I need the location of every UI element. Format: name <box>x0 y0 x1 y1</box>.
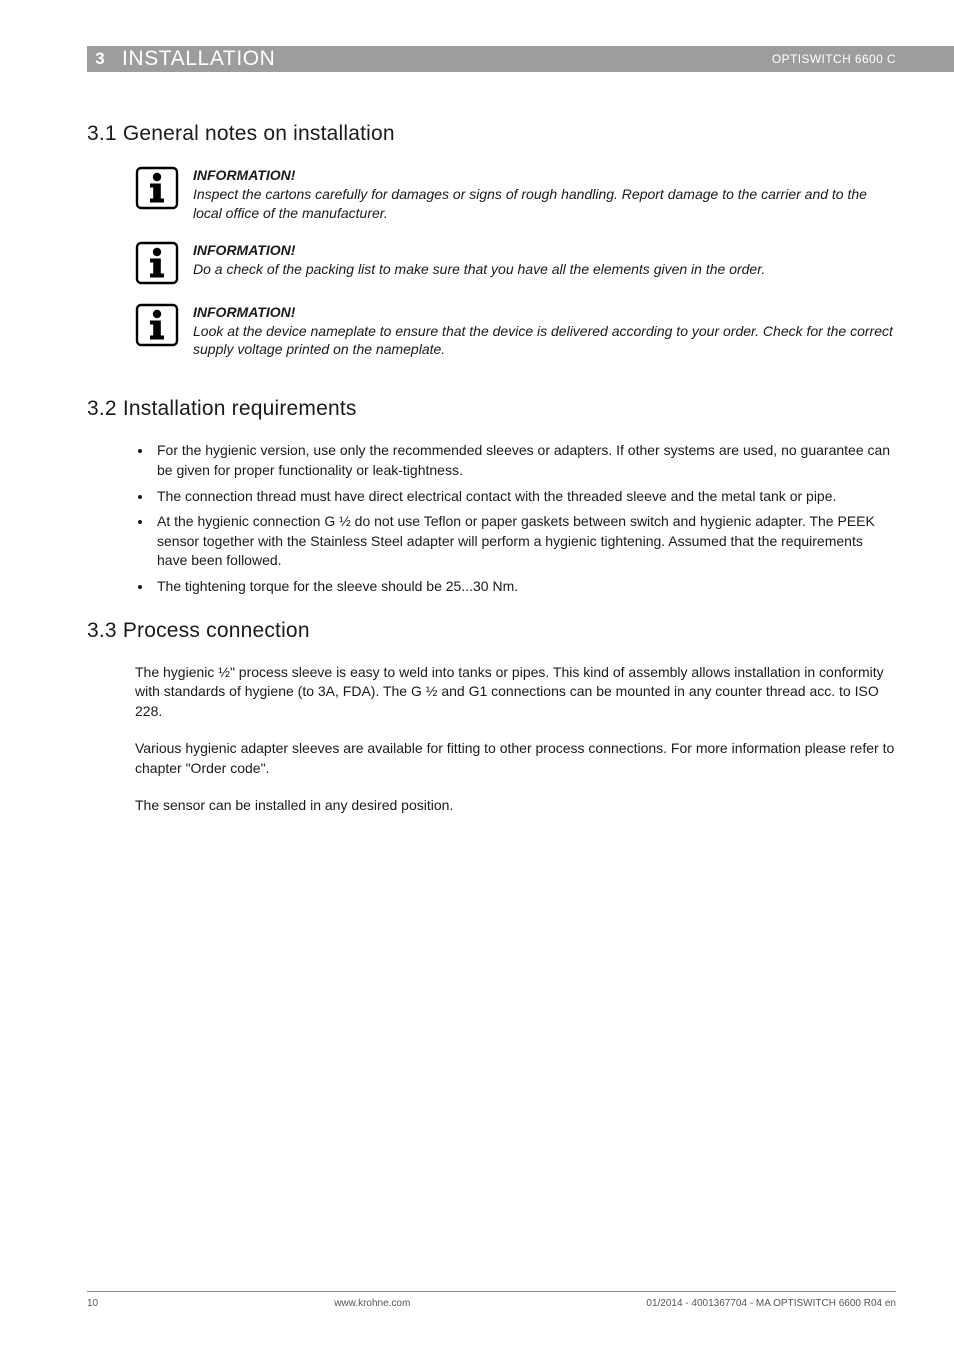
section-3-1-title: 3.1 General notes on installation <box>87 122 896 146</box>
info-block: INFORMATION! Look at the device nameplat… <box>87 303 896 360</box>
information-icon <box>135 303 179 347</box>
info-text: INFORMATION! Do a check of the packing l… <box>193 241 765 279</box>
footer-docref: 01/2014 - 4001367704 - MA OPTISWITCH 660… <box>646 1298 896 1309</box>
info-heading: INFORMATION! <box>193 166 896 185</box>
content-area: 3.1 General notes on installation INFORM… <box>0 122 954 816</box>
section-3-3-title: 3.3 Process connection <box>87 619 896 643</box>
info-heading: INFORMATION! <box>193 303 896 322</box>
list-item: At the hygienic connection G ½ do not us… <box>153 512 896 571</box>
page-footer: 10 www.krohne.com 01/2014 - 4001367704 -… <box>0 1291 954 1309</box>
footer-url: www.krohne.com <box>334 1298 410 1309</box>
requirements-list: For the hygienic version, use only the r… <box>87 441 896 596</box>
chapter-title: INSTALLATION <box>122 46 275 72</box>
chapter-header: 3 INSTALLATION OPTISWITCH 6600 C <box>0 46 954 72</box>
paragraph: The hygienic ½" process sleeve is easy t… <box>87 663 896 722</box>
product-name: OPTISWITCH 6600 C <box>772 46 896 72</box>
information-icon <box>135 166 179 210</box>
info-block: INFORMATION! Inspect the cartons careful… <box>87 166 896 223</box>
chapter-number-box: 3 <box>87 46 113 72</box>
information-icon <box>135 241 179 285</box>
list-item: For the hygienic version, use only the r… <box>153 441 896 480</box>
list-item: The tightening torque for the sleeve sho… <box>153 577 896 597</box>
info-text: INFORMATION! Look at the device nameplat… <box>193 303 896 360</box>
section-3-2-title: 3.2 Installation requirements <box>87 397 896 421</box>
paragraph: Various hygienic adapter sleeves are ava… <box>87 739 896 778</box>
page-number: 10 <box>87 1298 98 1309</box>
info-body: Look at the device nameplate to ensure t… <box>193 322 896 360</box>
page: 3 INSTALLATION OPTISWITCH 6600 C 3.1 Gen… <box>0 0 954 1351</box>
footer-rule <box>87 1291 896 1292</box>
info-block: INFORMATION! Do a check of the packing l… <box>87 241 896 285</box>
info-body: Inspect the cartons carefully for damage… <box>193 185 896 223</box>
footer-row: 10 www.krohne.com 01/2014 - 4001367704 -… <box>87 1298 896 1309</box>
info-heading: INFORMATION! <box>193 241 765 260</box>
list-item: The connection thread must have direct e… <box>153 487 896 507</box>
info-text: INFORMATION! Inspect the cartons careful… <box>193 166 896 223</box>
info-body: Do a check of the packing list to make s… <box>193 260 765 279</box>
paragraph: The sensor can be installed in any desir… <box>87 796 896 816</box>
